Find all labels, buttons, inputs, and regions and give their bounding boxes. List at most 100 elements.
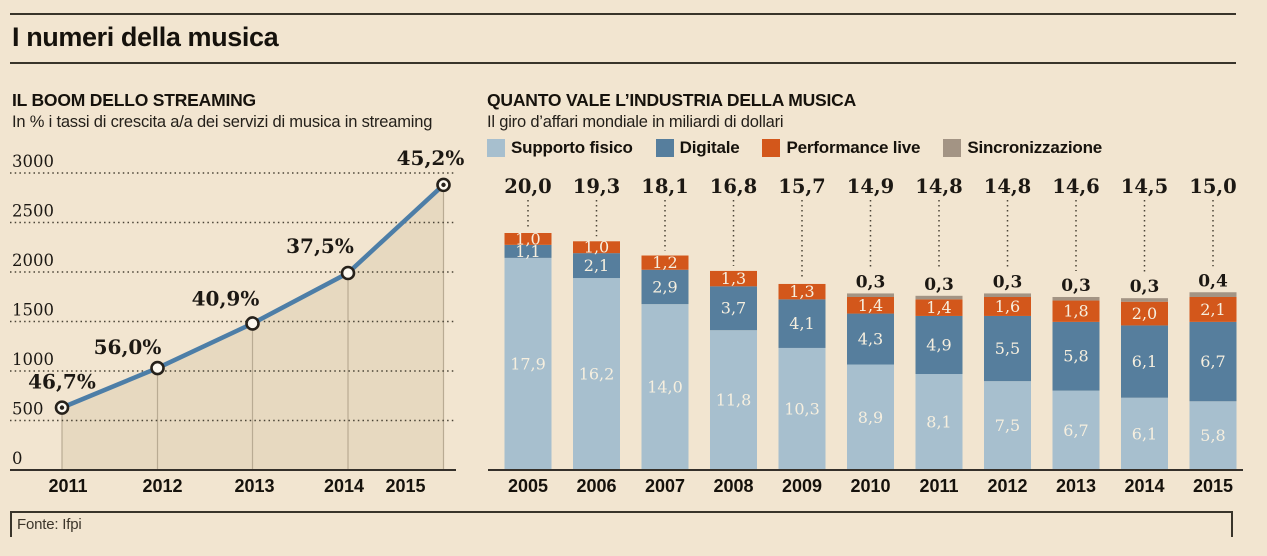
segment-value-label: 1,6 bbox=[995, 297, 1020, 316]
bar-segment-digitale bbox=[1052, 321, 1100, 391]
segment-value-label: 14,0 bbox=[647, 378, 683, 397]
growth-rate-label: 40,9% bbox=[192, 286, 260, 310]
total-value-label: 18,1 bbox=[641, 175, 689, 198]
segment-value-label: 2,9 bbox=[652, 277, 677, 296]
segment-value-label: 1,8 bbox=[1063, 302, 1088, 321]
bar-segment-supporto-fisico bbox=[915, 374, 963, 470]
bar-segment-sincronizzazione bbox=[847, 293, 894, 297]
y-tick-label: 1000 bbox=[12, 350, 54, 369]
year-label: 2014 bbox=[324, 476, 364, 496]
total-value-label: 20,0 bbox=[504, 175, 552, 198]
year-label: 2008 bbox=[713, 476, 753, 496]
segment-value-label: 4,9 bbox=[926, 335, 951, 354]
bar-segment-supporto-fisico bbox=[778, 347, 826, 470]
legend-label-performance-live: Performance live bbox=[786, 138, 921, 157]
bar-segment-digitale bbox=[778, 299, 826, 348]
year-label: 2006 bbox=[576, 476, 616, 496]
data-point-marker bbox=[245, 316, 260, 331]
bar-segment-performance-live bbox=[710, 270, 757, 287]
total-value-label: 15,7 bbox=[778, 175, 826, 198]
total-value-label: 15,0 bbox=[1189, 175, 1237, 198]
sync-value-label: 0,4 bbox=[1198, 271, 1228, 291]
segment-value-label: 5,8 bbox=[1200, 426, 1225, 445]
growth-rate-label: 45,2% bbox=[397, 150, 465, 170]
legend-item-digitale: Digitale bbox=[655, 138, 740, 158]
total-value-label: 19,3 bbox=[573, 175, 621, 198]
bar-segment-sincronizzazione bbox=[1189, 292, 1237, 297]
segment-value-label: 7,5 bbox=[995, 416, 1020, 435]
legend-item-performance-live: Performance live bbox=[762, 138, 921, 158]
segment-value-label: 1,4 bbox=[858, 296, 883, 315]
segment-value-label: 5,8 bbox=[1063, 347, 1088, 366]
bar-segment-supporto-fisico bbox=[710, 330, 757, 470]
year-label: 2014 bbox=[1124, 476, 1164, 496]
bar-segment-digitale bbox=[1121, 325, 1168, 398]
bar-segment-digitale bbox=[984, 315, 1031, 382]
bar-segment-performance-live bbox=[504, 233, 552, 245]
segment-value-label: 1,3 bbox=[721, 269, 746, 288]
sync-value-label: 0,3 bbox=[856, 272, 886, 292]
year-label: 2015 bbox=[385, 476, 425, 496]
total-value-label: 14,5 bbox=[1121, 175, 1169, 198]
segment-value-label: 5,5 bbox=[995, 339, 1020, 358]
legend-swatch-sincronizzazione bbox=[943, 139, 962, 157]
industry-chart-title: QUANTO VALE L’INDUSTRIA DELLA MUSICA bbox=[487, 90, 857, 110]
year-label: 2013 bbox=[234, 476, 274, 496]
segment-value-label: 6,1 bbox=[1132, 424, 1157, 443]
footer-rule bbox=[10, 511, 1233, 513]
year-label: 2011 bbox=[48, 476, 87, 496]
legend-item-sincronizzazione: Sincronizzazione bbox=[943, 138, 1102, 158]
industry-chart-svg: 17,91,11,020,0200516,22,11,019,3200614,0… bbox=[488, 175, 1243, 496]
bar-segment-digitale bbox=[1189, 321, 1237, 402]
page-title: I numeri della musica bbox=[12, 22, 279, 52]
title-underline-rule bbox=[10, 62, 1236, 64]
bar-segment-supporto-fisico bbox=[504, 257, 552, 470]
year-label: 2005 bbox=[508, 476, 548, 496]
streaming-chart-title: IL BOOM DELLO STREAMING bbox=[12, 90, 256, 110]
bar-segment-digitale bbox=[847, 313, 894, 365]
bar-segment-digitale bbox=[573, 253, 620, 279]
total-value-label: 14,6 bbox=[1052, 175, 1100, 198]
segment-value-label: 10,3 bbox=[784, 399, 820, 418]
data-point-marker bbox=[150, 360, 165, 376]
y-tick-label: 0 bbox=[12, 449, 23, 468]
sync-value-label: 0,3 bbox=[993, 272, 1023, 292]
year-label: 2012 bbox=[142, 476, 182, 496]
year-label: 2013 bbox=[1056, 476, 1096, 496]
bar-segment-supporto-fisico bbox=[1052, 390, 1100, 470]
bar-segment-performance-live bbox=[641, 255, 689, 270]
bar-segment-digitale bbox=[504, 244, 552, 258]
year-label: 2009 bbox=[782, 476, 822, 496]
bar-segment-sincronizzazione bbox=[915, 295, 963, 300]
bar-segment-supporto-fisico bbox=[1189, 401, 1237, 470]
sync-value-label: 0,3 bbox=[1130, 277, 1160, 297]
year-label: 2011 bbox=[919, 476, 958, 496]
streaming-growth-line-chart: 0 500 1000 1500 2000 2500 3000 46,7% 2011 56,0% 20… bbox=[0, 146, 470, 500]
total-value-label: 16,8 bbox=[710, 175, 758, 198]
total-value-label: 14,8 bbox=[915, 175, 963, 198]
year-label: 2010 bbox=[850, 476, 890, 496]
footer-rule-right-tick bbox=[1231, 511, 1233, 537]
growth-rate-label: 37,5% bbox=[286, 234, 354, 258]
legend-swatch-performance-live bbox=[762, 139, 781, 157]
streaming-chart-svg: 0 500 1000 1500 2000 2500 3000 46,7% 2011 56,0% 20… bbox=[10, 146, 465, 496]
segment-value-label: 6,7 bbox=[1200, 352, 1225, 371]
legend-item-supporto-fisico: Supporto fisico bbox=[487, 138, 633, 158]
segment-value-label: 17,9 bbox=[510, 354, 546, 373]
bar-segment-performance-live bbox=[1121, 301, 1168, 326]
legend-label-digitale: Digitale bbox=[679, 138, 740, 157]
segment-value-label: 3,7 bbox=[721, 299, 746, 318]
legend-swatch-digitale bbox=[655, 139, 674, 157]
bar-segment-supporto-fisico bbox=[1121, 397, 1168, 470]
bar-segment-performance-live bbox=[1189, 296, 1237, 322]
legend: Supporto fisico Digitale Performance live S… bbox=[487, 138, 1102, 158]
segment-value-label: 1,2 bbox=[652, 253, 677, 272]
legend-swatch-supporto-fisico bbox=[487, 139, 505, 157]
segment-value-label: 8,9 bbox=[858, 408, 883, 427]
segment-value-label: 2,1 bbox=[1200, 300, 1225, 319]
growth-rate-label: 56,0% bbox=[94, 335, 162, 359]
y-tick-label: 1500 bbox=[12, 301, 54, 320]
bar-segment-performance-live bbox=[778, 283, 826, 300]
segment-value-label: 4,1 bbox=[789, 314, 814, 333]
industry-stacked-bar-chart: 17,9 1,1 1,0 20,0 2005 16,2 2,1 1,0 19,3 2006 14,0… bbox=[480, 150, 1267, 500]
